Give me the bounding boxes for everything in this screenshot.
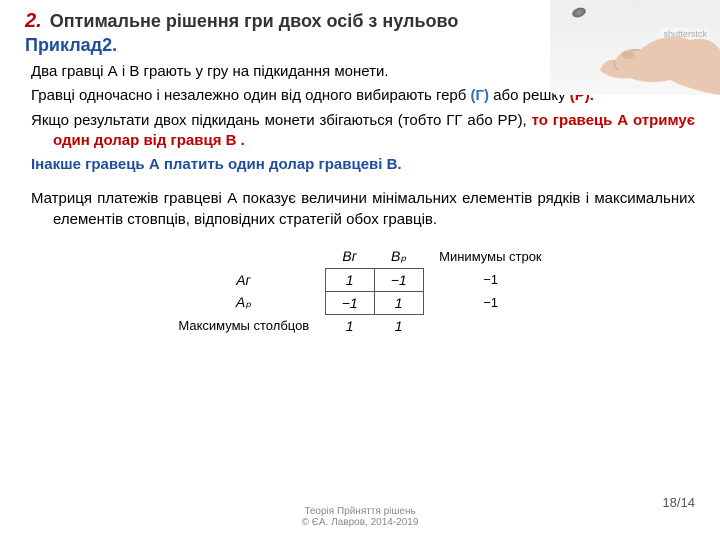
row-label-ag: Aᴦ [162, 268, 325, 291]
symbol-g: (Г) [471, 87, 490, 104]
row-min: −1 [423, 268, 557, 291]
footer-copyright: © ЄА. Лавров, 2014-2019 [0, 517, 720, 528]
paragraph-4: Інакше гравець А платить один долар грав… [25, 155, 695, 175]
payoff-matrix: Bᴦ Bₚ Минимумы строк Aᴦ 1 −1 −1 Aₚ −1 1 … [25, 245, 695, 337]
coin-icon [571, 6, 587, 19]
col-max-header: Максимумы столбцов [162, 314, 325, 337]
matrix-cell: −1 [325, 291, 374, 314]
col-max: 1 [374, 314, 423, 337]
matrix-cell: 1 [374, 291, 423, 314]
hand-icon [570, 20, 720, 95]
matrix-cell: −1 [374, 268, 423, 291]
row-min: −1 [423, 291, 557, 314]
row-label-ap: Aₚ [162, 291, 325, 314]
coin-toss-image: shutterstck [550, 0, 720, 95]
row-min-header: Минимумы строк [423, 245, 557, 269]
col-header-bg: Bᴦ [325, 245, 374, 269]
col-header-bp: Bₚ [374, 245, 423, 269]
matrix-cell: 1 [325, 268, 374, 291]
paragraph-5: Матриця платежів гравцеві А показує вели… [25, 189, 695, 230]
col-max: 1 [325, 314, 374, 337]
footer-title: Теорія Прйняття рішень [0, 506, 720, 517]
section-number: 2. [25, 10, 42, 33]
section-title: Оптимальне рішення гри двох осіб з нульо… [50, 11, 459, 32]
paragraph-3: Якщо результати двох підкидань монети зб… [25, 111, 695, 152]
footer: Теорія Прйняття рішень © ЄА. Лавров, 201… [0, 506, 720, 528]
